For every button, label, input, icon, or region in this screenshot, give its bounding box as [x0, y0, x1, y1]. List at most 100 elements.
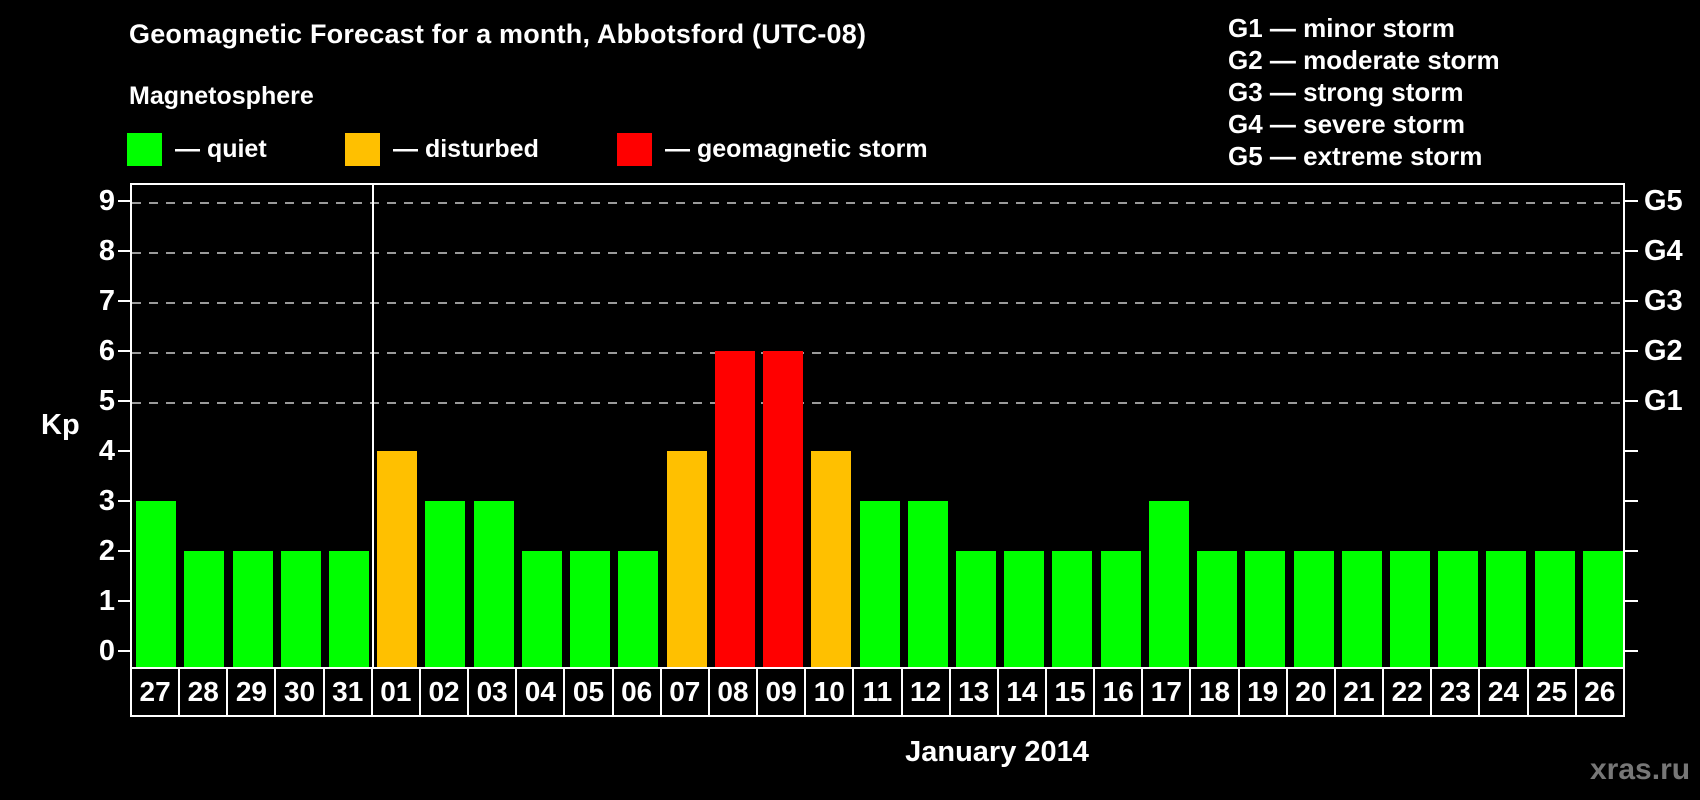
right-axis-label-g1: G1 [1644, 384, 1683, 417]
kp-bar-day-14 [1004, 550, 1045, 667]
day-label-09: 09 [758, 669, 807, 715]
storm-color-swatch [617, 132, 652, 166]
right-tick-kp0 [1625, 649, 1638, 652]
day-label-12: 12 [903, 669, 951, 715]
right-tick-kp7 [1625, 299, 1638, 302]
legend-label-quiet: — quiet [175, 134, 267, 163]
legend-label-disturbed: — disturbed [393, 134, 539, 163]
kp-bar-day-11 [859, 500, 900, 667]
day-label-16: 16 [1095, 669, 1144, 715]
kp-bar-day-15 [1052, 550, 1093, 667]
right-tick-kp2 [1625, 549, 1638, 552]
y-tick-label-9: 9 [98, 184, 115, 217]
day-label-18: 18 [1191, 669, 1240, 715]
kp-bar-day-23 [1438, 550, 1479, 667]
legend-item-storm: — geomagnetic storm [617, 132, 928, 166]
day-label-07: 07 [662, 669, 710, 715]
kp-bar-day-31 [329, 550, 370, 667]
y-tick-label-1: 1 [98, 584, 115, 617]
day-label-31: 31 [325, 669, 373, 715]
plot-area [130, 183, 1625, 667]
right-tick-kp3 [1625, 499, 1638, 502]
g-scale-legend: G1 — minor storm G2 — moderate storm G3 … [1228, 12, 1500, 172]
day-label-24: 24 [1480, 669, 1529, 715]
kp-bar-day-17 [1148, 500, 1189, 667]
legend-label-storm: — geomagnetic storm [665, 134, 928, 163]
left-tick-kp1 [118, 599, 130, 602]
disturbed-color-swatch [345, 132, 380, 166]
left-tick-kp6 [118, 349, 130, 352]
g2-legend-line: G2 — moderate storm [1228, 45, 1500, 75]
kp-bar-day-08 [714, 350, 755, 667]
legend-item-quiet: — quiet [127, 132, 267, 166]
y-tick-label-0: 0 [98, 634, 115, 667]
kp-bar-day-16 [1100, 550, 1141, 667]
left-tick-kp9 [118, 199, 130, 202]
gridline-kp9 [132, 201, 1623, 204]
day-label-04: 04 [517, 669, 566, 715]
y-tick-label-4: 4 [98, 434, 115, 467]
kp-bar-day-07 [666, 450, 707, 667]
y-axis-title: Kp [41, 409, 80, 441]
y-tick-label-6: 6 [98, 334, 115, 367]
kp-bar-day-25 [1534, 550, 1575, 667]
gridline-kp8 [132, 251, 1623, 254]
kp-bar-day-06 [618, 550, 659, 667]
day-label-13: 13 [951, 669, 999, 715]
day-label-08: 08 [710, 669, 759, 715]
gridline-kp5 [132, 401, 1623, 404]
day-label-27: 27 [132, 669, 181, 715]
right-axis-label-g4: G4 [1644, 234, 1683, 267]
kp-bar-day-29 [232, 550, 273, 667]
day-label-02: 02 [421, 669, 470, 715]
right-tick-kp4 [1625, 449, 1638, 452]
kp-bar-day-02 [425, 500, 466, 667]
day-label-14: 14 [999, 669, 1047, 715]
kp-bar-day-09 [763, 350, 804, 667]
kp-bar-day-12 [907, 500, 948, 667]
y-tick-label-8: 8 [98, 234, 115, 267]
page-title: Geomagnetic Forecast for a month, Abbots… [129, 19, 867, 49]
kp-bar-day-28 [184, 550, 225, 667]
right-tick-kp1 [1625, 599, 1638, 602]
y-tick-label-3: 3 [98, 484, 115, 517]
kp-bar-day-10 [811, 450, 852, 667]
kp-bar-day-01 [377, 450, 418, 667]
kp-bar-day-24 [1486, 550, 1527, 667]
day-label-20: 20 [1288, 669, 1336, 715]
quiet-color-swatch [127, 132, 162, 166]
gridline-kp6 [132, 351, 1623, 354]
day-label-29: 29 [228, 669, 277, 715]
kp-bar-day-18 [1197, 550, 1238, 667]
kp-bar-day-13 [955, 550, 996, 667]
kp-bar-day-27 [136, 500, 177, 667]
right-tick-kp9 [1625, 199, 1638, 202]
day-label-19: 19 [1240, 669, 1288, 715]
y-tick-label-7: 7 [98, 284, 115, 317]
day-label-26: 26 [1584, 676, 1616, 707]
kp-bar-day-04 [521, 550, 562, 667]
left-tick-kp7 [118, 299, 130, 302]
magnetosphere-subtitle: Magnetosphere [129, 82, 314, 110]
kp-bar-day-30 [280, 550, 321, 667]
kp-bar-day-03 [473, 500, 514, 667]
legend-item-disturbed: — disturbed [345, 132, 539, 166]
day-label-01: 01 [373, 669, 421, 715]
right-axis-label-g5: G5 [1644, 184, 1683, 217]
day-label-28: 28 [180, 669, 229, 715]
g5-legend-line: G5 — extreme storm [1228, 141, 1483, 171]
day-label-05: 05 [565, 669, 614, 715]
day-label-22: 22 [1384, 669, 1433, 715]
y-tick-label-5: 5 [98, 384, 115, 417]
day-label-17: 17 [1143, 669, 1192, 715]
day-label-03: 03 [469, 669, 518, 715]
x-axis-day-labels: 27 28 29 30 31 01 02 03 04 05 06 07 08 09 10 11 12 13 14 15… [130, 667, 1625, 717]
day-label-11: 11 [854, 669, 903, 715]
y-tick-label-2: 2 [98, 534, 115, 567]
kp-bar-day-05 [570, 550, 611, 667]
g1-legend-line: G1 — minor storm [1228, 13, 1455, 43]
left-tick-kp8 [118, 249, 130, 252]
day-label-25: 25 [1529, 669, 1577, 715]
right-axis-label-g2: G2 [1644, 334, 1683, 367]
